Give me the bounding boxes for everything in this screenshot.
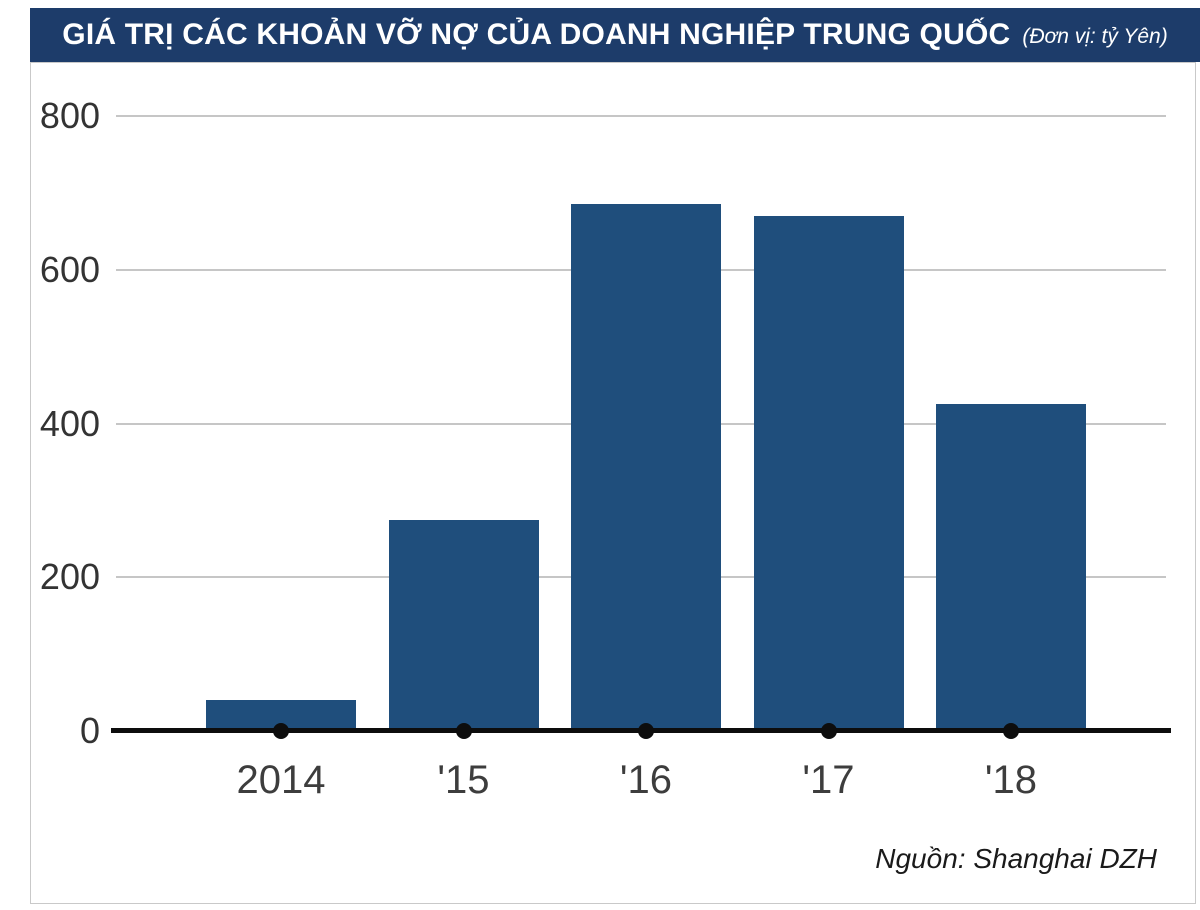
axis-tick-dot-16 [638, 723, 654, 739]
x-tick-label-18: '18 [984, 758, 1038, 802]
y-tick-label-0: 0 [79, 710, 100, 751]
y-tick-label-400: 400 [39, 402, 100, 444]
source-note: Nguồn: Shanghai DZH [875, 843, 1157, 874]
bar-15 [388, 519, 539, 731]
gridline-800 [116, 115, 1166, 117]
axis-tick-dot-18 [1003, 723, 1019, 739]
y-tick-label-800: 800 [39, 95, 100, 136]
x-tick-label-16: '16 [619, 758, 673, 802]
axis-tick-dot-17 [820, 723, 837, 739]
x-tick-label-17: '17 [802, 758, 855, 802]
chart-title: GIÁ TRỊ CÁC KHOẢN VỠ NỢ CỦA DOANH NGHIỆP… [62, 18, 1011, 51]
chart-frame: 0 200 400 600 800 2014 '15 '16 '17 '18 Nguồn: Sha… [30, 62, 1196, 904]
y-tick-label-600: 600 [39, 248, 100, 290]
bar-16 [571, 204, 721, 731]
plot-area: 0 200 400 600 800 2014 '15 '16 '17 '18 [40, 95, 1171, 802]
x-tick-label-15: '15 [437, 758, 490, 802]
axis-tick-dot-15 [455, 723, 472, 739]
chart-unit-label: (Đơn vị: tỷ Yên) [1022, 25, 1168, 48]
y-tick-label-200: 200 [39, 556, 100, 598]
bar-18 [936, 404, 1086, 731]
x-tick-label-2014: 2014 [236, 758, 326, 802]
bar-17 [753, 215, 904, 731]
title-banner: GIÁ TRỊ CÁC KHOẢN VỠ NỢ CỦA DOANH NGHIỆP… [30, 8, 1200, 62]
axis-tick-dot-2014 [273, 723, 289, 739]
